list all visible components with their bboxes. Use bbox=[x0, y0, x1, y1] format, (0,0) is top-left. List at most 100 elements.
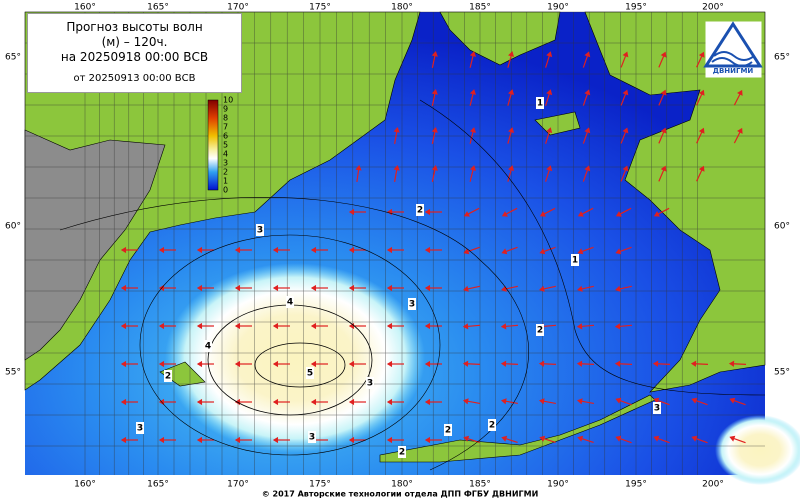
wave-arrow bbox=[272, 398, 290, 406]
wave-arrow bbox=[507, 51, 515, 68]
wave-arrow bbox=[463, 285, 480, 292]
wave-arrow bbox=[469, 165, 476, 182]
wave-arrow bbox=[620, 127, 629, 144]
wave-arrow bbox=[386, 246, 404, 254]
contour-label: 3 bbox=[137, 424, 143, 434]
lon-label: 160° bbox=[74, 480, 96, 490]
arrow-head bbox=[272, 284, 279, 292]
wave-arrow bbox=[582, 89, 591, 106]
arrow-head bbox=[310, 246, 317, 254]
wave-arrow bbox=[462, 398, 480, 405]
wave-arrow bbox=[690, 360, 709, 367]
arrow-head bbox=[386, 322, 393, 330]
wave-arrow bbox=[545, 89, 553, 106]
arrow-head bbox=[577, 211, 584, 217]
contour-label: 3 bbox=[409, 300, 415, 310]
arrow-head bbox=[615, 248, 622, 255]
arrow-head bbox=[698, 51, 705, 58]
contour-label-bg bbox=[306, 367, 314, 379]
arrow-head bbox=[508, 165, 515, 172]
arrow-head bbox=[469, 89, 476, 95]
arrow-head bbox=[431, 51, 438, 57]
wave-arrow bbox=[424, 398, 442, 406]
arrow-head bbox=[615, 211, 622, 217]
wave-arrow bbox=[348, 208, 366, 216]
arrow-head bbox=[539, 285, 545, 292]
contour-label: 3 bbox=[367, 379, 373, 389]
colorbar-tick-label: 8 bbox=[223, 114, 228, 123]
colorbar-tick-label: 4 bbox=[223, 150, 228, 159]
arrow-head bbox=[158, 246, 165, 254]
wave-arrow bbox=[501, 246, 518, 255]
land bbox=[24, 129, 166, 361]
arrow-head bbox=[501, 435, 508, 442]
colorbar-tick-label: 9 bbox=[223, 105, 228, 114]
colorbar-tick-label: 0 bbox=[223, 186, 228, 195]
colorbar-tick-label: 5 bbox=[223, 141, 228, 150]
arrow-head bbox=[546, 165, 553, 172]
wave-arrow bbox=[234, 436, 252, 444]
arrow-head bbox=[424, 398, 431, 406]
wave-arrow bbox=[234, 284, 252, 292]
arrow-head bbox=[348, 436, 355, 444]
wave-arrow bbox=[431, 51, 438, 68]
contour-label: 1 bbox=[572, 256, 578, 266]
arrow-head bbox=[698, 89, 705, 96]
contour-label: 4 bbox=[205, 342, 211, 352]
arrow-head bbox=[393, 126, 400, 133]
wave-arrow bbox=[577, 435, 594, 444]
arrow-head bbox=[424, 246, 431, 254]
contour-label: 2 bbox=[417, 206, 423, 216]
arrow-head bbox=[158, 436, 165, 444]
wave-arrow bbox=[658, 51, 667, 68]
arrow-head bbox=[614, 323, 621, 330]
logo: ДВНИГМИ bbox=[703, 21, 763, 78]
wave-maximum bbox=[715, 415, 800, 485]
wave-arrow bbox=[507, 89, 515, 106]
footer: © 2017 Авторские технологии отдела ДПП Ф… bbox=[262, 490, 539, 499]
arrow-head bbox=[508, 51, 515, 58]
wave-arrow bbox=[658, 127, 667, 144]
logo-text: ДВНИГМИ bbox=[713, 67, 754, 75]
arrow-head bbox=[729, 435, 736, 442]
arrow-head bbox=[120, 246, 127, 254]
arrow-head bbox=[462, 360, 469, 367]
arrow-head bbox=[348, 284, 355, 292]
wave-arrow bbox=[538, 398, 556, 405]
arrow-head bbox=[386, 398, 393, 406]
wave-arrow bbox=[196, 284, 214, 292]
arrow-head bbox=[348, 208, 355, 216]
arrow-head bbox=[538, 398, 545, 405]
wave-arrow bbox=[501, 435, 518, 444]
arrow-head bbox=[546, 51, 553, 58]
arrow-head bbox=[272, 398, 279, 406]
title-box: Прогноз высоты волн (м) – 120ч. на 20250… bbox=[27, 13, 242, 93]
lon-label: 175° bbox=[309, 480, 331, 490]
arrow-head bbox=[729, 397, 736, 404]
wave-arrow bbox=[424, 208, 442, 216]
arrow-head bbox=[196, 322, 203, 330]
arrow-head bbox=[120, 360, 127, 368]
arrow-head bbox=[690, 360, 697, 367]
wave-arrow bbox=[576, 360, 595, 367]
wave-arrow bbox=[653, 207, 670, 217]
wave-arrow bbox=[538, 360, 557, 367]
lon-label: 170° bbox=[227, 480, 249, 490]
arrow-head bbox=[539, 211, 546, 217]
wave-arrow bbox=[691, 435, 708, 444]
wave-arrow bbox=[539, 246, 556, 255]
wave-arrow bbox=[462, 360, 481, 367]
contour-label-bg bbox=[536, 324, 544, 336]
arrow-head bbox=[272, 360, 279, 368]
wave-arrow bbox=[582, 127, 591, 144]
wave-arrow bbox=[469, 127, 476, 144]
arrow-head bbox=[577, 248, 584, 255]
contour-label-bg bbox=[286, 296, 294, 308]
lon-label: 185° bbox=[469, 480, 491, 490]
arrow-head bbox=[234, 360, 241, 368]
wave-arrow bbox=[386, 436, 404, 444]
wave-arrow bbox=[386, 398, 404, 406]
arrow-head bbox=[576, 360, 583, 367]
arrow-head bbox=[500, 323, 507, 330]
wave-arrow bbox=[614, 323, 633, 330]
